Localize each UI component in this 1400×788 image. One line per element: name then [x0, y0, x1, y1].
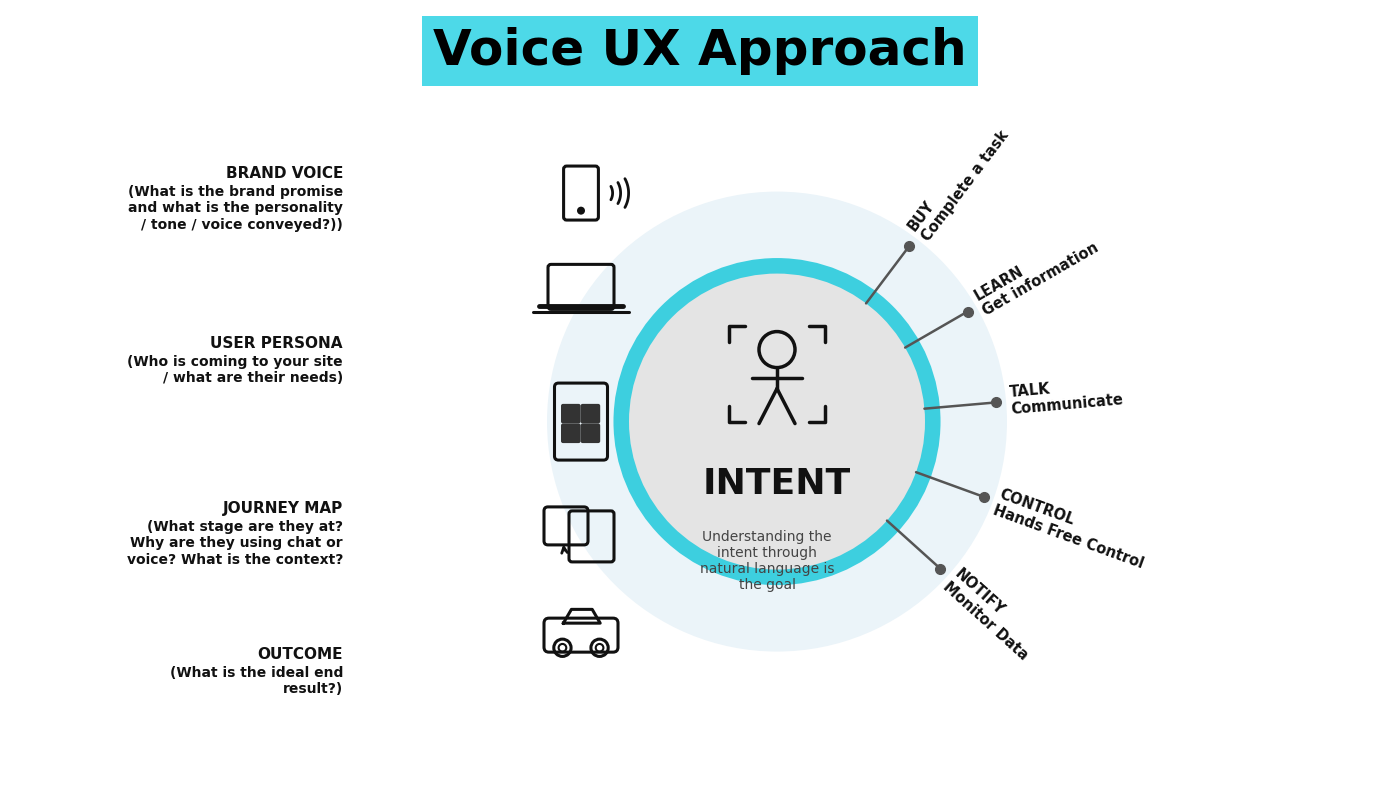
- Text: Understanding the
intent through
natural language is
the goal: Understanding the intent through natural…: [700, 530, 834, 592]
- Text: OUTCOME: OUTCOME: [258, 647, 343, 662]
- Text: (What is the brand promise
and what is the personality
/ tone / voice conveyed?): (What is the brand promise and what is t…: [127, 185, 343, 232]
- Text: (Who is coming to your site
/ what are their needs): (Who is coming to your site / what are t…: [127, 355, 343, 385]
- Circle shape: [547, 191, 1007, 652]
- Text: LEARN
Get information: LEARN Get information: [972, 225, 1102, 318]
- Text: JOURNEY MAP: JOURNEY MAP: [223, 501, 343, 516]
- Text: (What stage are they at?
Why are they using chat or
voice? What is the context?: (What stage are they at? Why are they us…: [126, 520, 343, 567]
- Text: NOTIFY
Monitor Data: NOTIFY Monitor Data: [939, 566, 1043, 663]
- Text: INTENT: INTENT: [703, 466, 851, 500]
- Circle shape: [629, 273, 925, 570]
- Text: TALK
Communicate: TALK Communicate: [1008, 375, 1124, 418]
- Text: (What is the ideal end
result?): (What is the ideal end result?): [169, 666, 343, 696]
- Text: Voice UX Approach: Voice UX Approach: [433, 28, 967, 75]
- Text: BRAND VOICE: BRAND VOICE: [225, 166, 343, 181]
- FancyBboxPatch shape: [561, 423, 581, 443]
- FancyBboxPatch shape: [561, 404, 581, 423]
- Text: BUY
Complete a task: BUY Complete a task: [904, 117, 1012, 244]
- Text: CONTROL
Hands Free Control: CONTROL Hands Free Control: [991, 486, 1152, 571]
- FancyBboxPatch shape: [581, 423, 601, 443]
- Circle shape: [577, 206, 585, 214]
- FancyBboxPatch shape: [581, 404, 601, 423]
- Text: USER PERSONA: USER PERSONA: [210, 336, 343, 351]
